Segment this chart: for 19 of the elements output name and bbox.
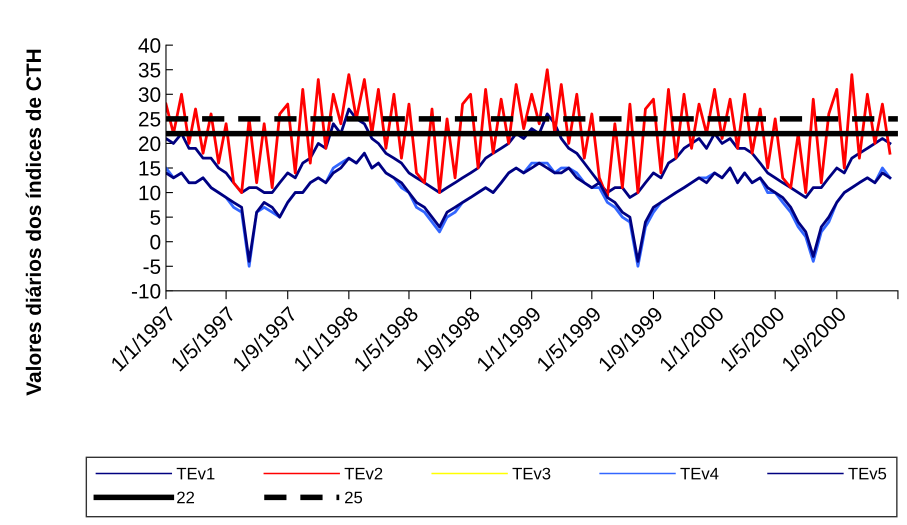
legend-label: TEv3	[512, 468, 550, 480]
y-tick-label: -10	[132, 284, 160, 299]
y-tick-label: 20	[139, 136, 160, 152]
legend-label: 25	[345, 492, 362, 504]
y-tick-label: 15	[140, 161, 160, 176]
legend-label: TEv2	[344, 468, 382, 480]
y-tick-label: 35	[138, 62, 160, 78]
y-tick-label: 10	[140, 186, 160, 200]
y-axis-title: Valores diários dos índices de CTH	[26, 50, 42, 396]
y-tick-label: 0	[150, 234, 160, 250]
legend-label: TEv1	[176, 468, 214, 480]
y-tick-label: -5	[144, 259, 160, 274]
y-tick-label: 25	[139, 112, 160, 127]
y-tick-label: 5	[150, 210, 160, 225]
y-tick-label: 30	[138, 87, 160, 102]
legend-label: TEv4	[680, 468, 718, 480]
legend-label: 22	[177, 492, 194, 504]
y-tick-label: 40	[138, 38, 160, 53]
legend-label: TEv5	[848, 468, 886, 480]
